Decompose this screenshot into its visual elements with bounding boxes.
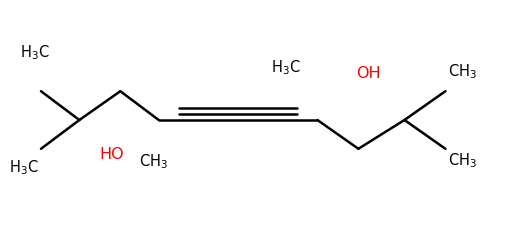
Text: OH: OH <box>356 66 380 81</box>
Text: H$_3$C: H$_3$C <box>271 58 301 77</box>
Text: CH$_3$: CH$_3$ <box>139 153 168 171</box>
Text: CH$_3$: CH$_3$ <box>448 63 477 81</box>
Text: HO: HO <box>100 147 124 162</box>
Text: H$_3$C: H$_3$C <box>20 43 50 62</box>
Text: H$_3$C: H$_3$C <box>9 159 39 177</box>
Text: CH$_3$: CH$_3$ <box>448 151 477 170</box>
